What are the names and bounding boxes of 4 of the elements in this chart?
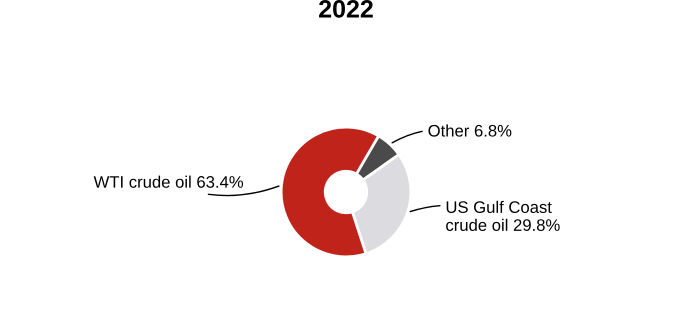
slice-label: US Gulf Coast crude oil 29.8% <box>446 200 560 231</box>
slice-label: Other 6.8% <box>428 124 512 137</box>
slice-label: WTI crude oil 63.4% <box>94 176 244 188</box>
chart-title: 2022 <box>319 0 373 18</box>
